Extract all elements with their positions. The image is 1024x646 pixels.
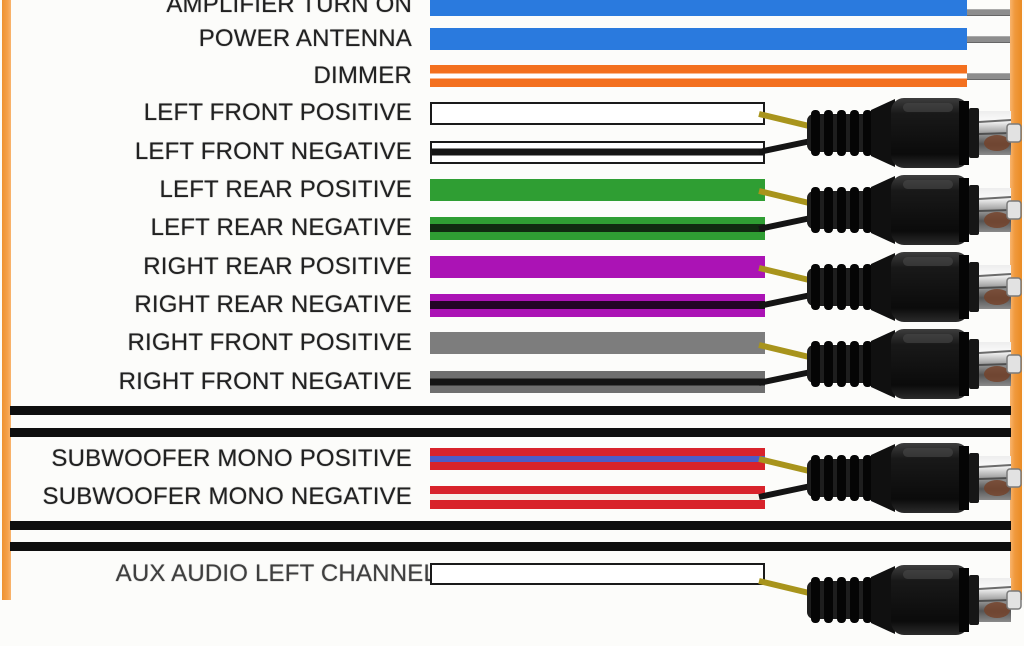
connector-taper [871, 330, 895, 398]
page-border-left [2, 0, 11, 600]
metal-tip [978, 342, 1022, 386]
wire-bar [430, 101, 765, 125]
wire-stripe [430, 73, 967, 79]
wire-bar [430, 448, 765, 470]
connector-body [891, 98, 979, 168]
wire-bar [430, 371, 765, 393]
wire-stripe [432, 148, 763, 156]
wire-label: RIGHT REAR NEGATIVE [134, 291, 412, 318]
strain-relief [807, 264, 877, 310]
wire-stripe [430, 301, 765, 309]
connector-taper [871, 176, 895, 244]
wire-stripe [430, 224, 765, 232]
section-divider [10, 406, 1011, 415]
connector-taper [871, 253, 895, 321]
wire-label: LEFT FRONT NEGATIVE [134, 138, 412, 165]
wire-bar [430, 216, 765, 240]
bare-wire-tip [967, 72, 1010, 80]
wire-bar [430, 179, 765, 201]
metal-tip [978, 111, 1022, 155]
wire-label: LEFT REAR POSITIVE [159, 176, 412, 203]
wire-label: LEFT FRONT POSITIVE [143, 99, 412, 126]
wire-bar [430, 140, 765, 164]
page-border-right [1010, 0, 1022, 600]
connector-body [891, 252, 979, 322]
wire-bar [430, 65, 967, 87]
wire-bar [430, 485, 765, 509]
rca-left-rear [758, 175, 1022, 245]
wire-bar [430, 256, 765, 278]
wire-stripe [430, 494, 765, 500]
strain-relief [807, 110, 877, 156]
strain-relief [807, 455, 877, 501]
rca-aux-left [758, 565, 1022, 635]
wire-label: AUX AUDIO LEFT CHANNEL [115, 560, 437, 587]
wire-bar [430, 293, 765, 317]
wire-label: RIGHT FRONT POSITIVE [127, 329, 412, 356]
strain-relief [807, 577, 877, 623]
wiring-diagram: AMPLIFIER TURN ON POWER ANTENNA DIMMER L… [2, 0, 1022, 635]
wire-label: POWER ANTENNA [198, 25, 412, 52]
bare-wire-tip [967, 8, 1010, 16]
wire-label: AMPLIFIER TURN ON [166, 0, 412, 18]
section-divider [10, 542, 1011, 551]
connector-taper [871, 99, 895, 167]
wire-bar [430, 332, 765, 354]
wire-label: RIGHT FRONT NEGATIVE [118, 368, 412, 395]
connector-body [891, 565, 979, 635]
wire-label: LEFT REAR NEGATIVE [150, 214, 412, 241]
connector-body [891, 443, 979, 513]
section-divider [10, 521, 1011, 530]
wire-stripe [430, 456, 765, 462]
wire-label: DIMMER [313, 62, 412, 89]
wire-bar [430, 28, 967, 50]
rca-right-front [758, 329, 1022, 399]
wire-stripe [430, 378, 765, 386]
connector-body [891, 175, 979, 245]
rca-left-front [758, 98, 1022, 168]
connector-taper [871, 444, 895, 512]
strain-relief [807, 187, 877, 233]
metal-tip [978, 578, 1022, 622]
connector-body [891, 329, 979, 399]
section-divider [10, 428, 1011, 437]
wire-label: RIGHT REAR POSITIVE [143, 253, 412, 280]
wire-bar [430, 563, 765, 585]
metal-tip [978, 456, 1022, 500]
strain-relief [807, 341, 877, 387]
bare-wire-tip [967, 35, 1010, 43]
wire-bar [430, 0, 967, 16]
wire-label: SUBWOOFER MONO NEGATIVE [42, 483, 412, 510]
rca-subwoofer [758, 443, 1022, 513]
wire-label: SUBWOOFER MONO POSITIVE [51, 445, 412, 472]
metal-tip [978, 188, 1022, 232]
metal-tip [978, 265, 1022, 309]
rca-right-rear [758, 252, 1022, 322]
